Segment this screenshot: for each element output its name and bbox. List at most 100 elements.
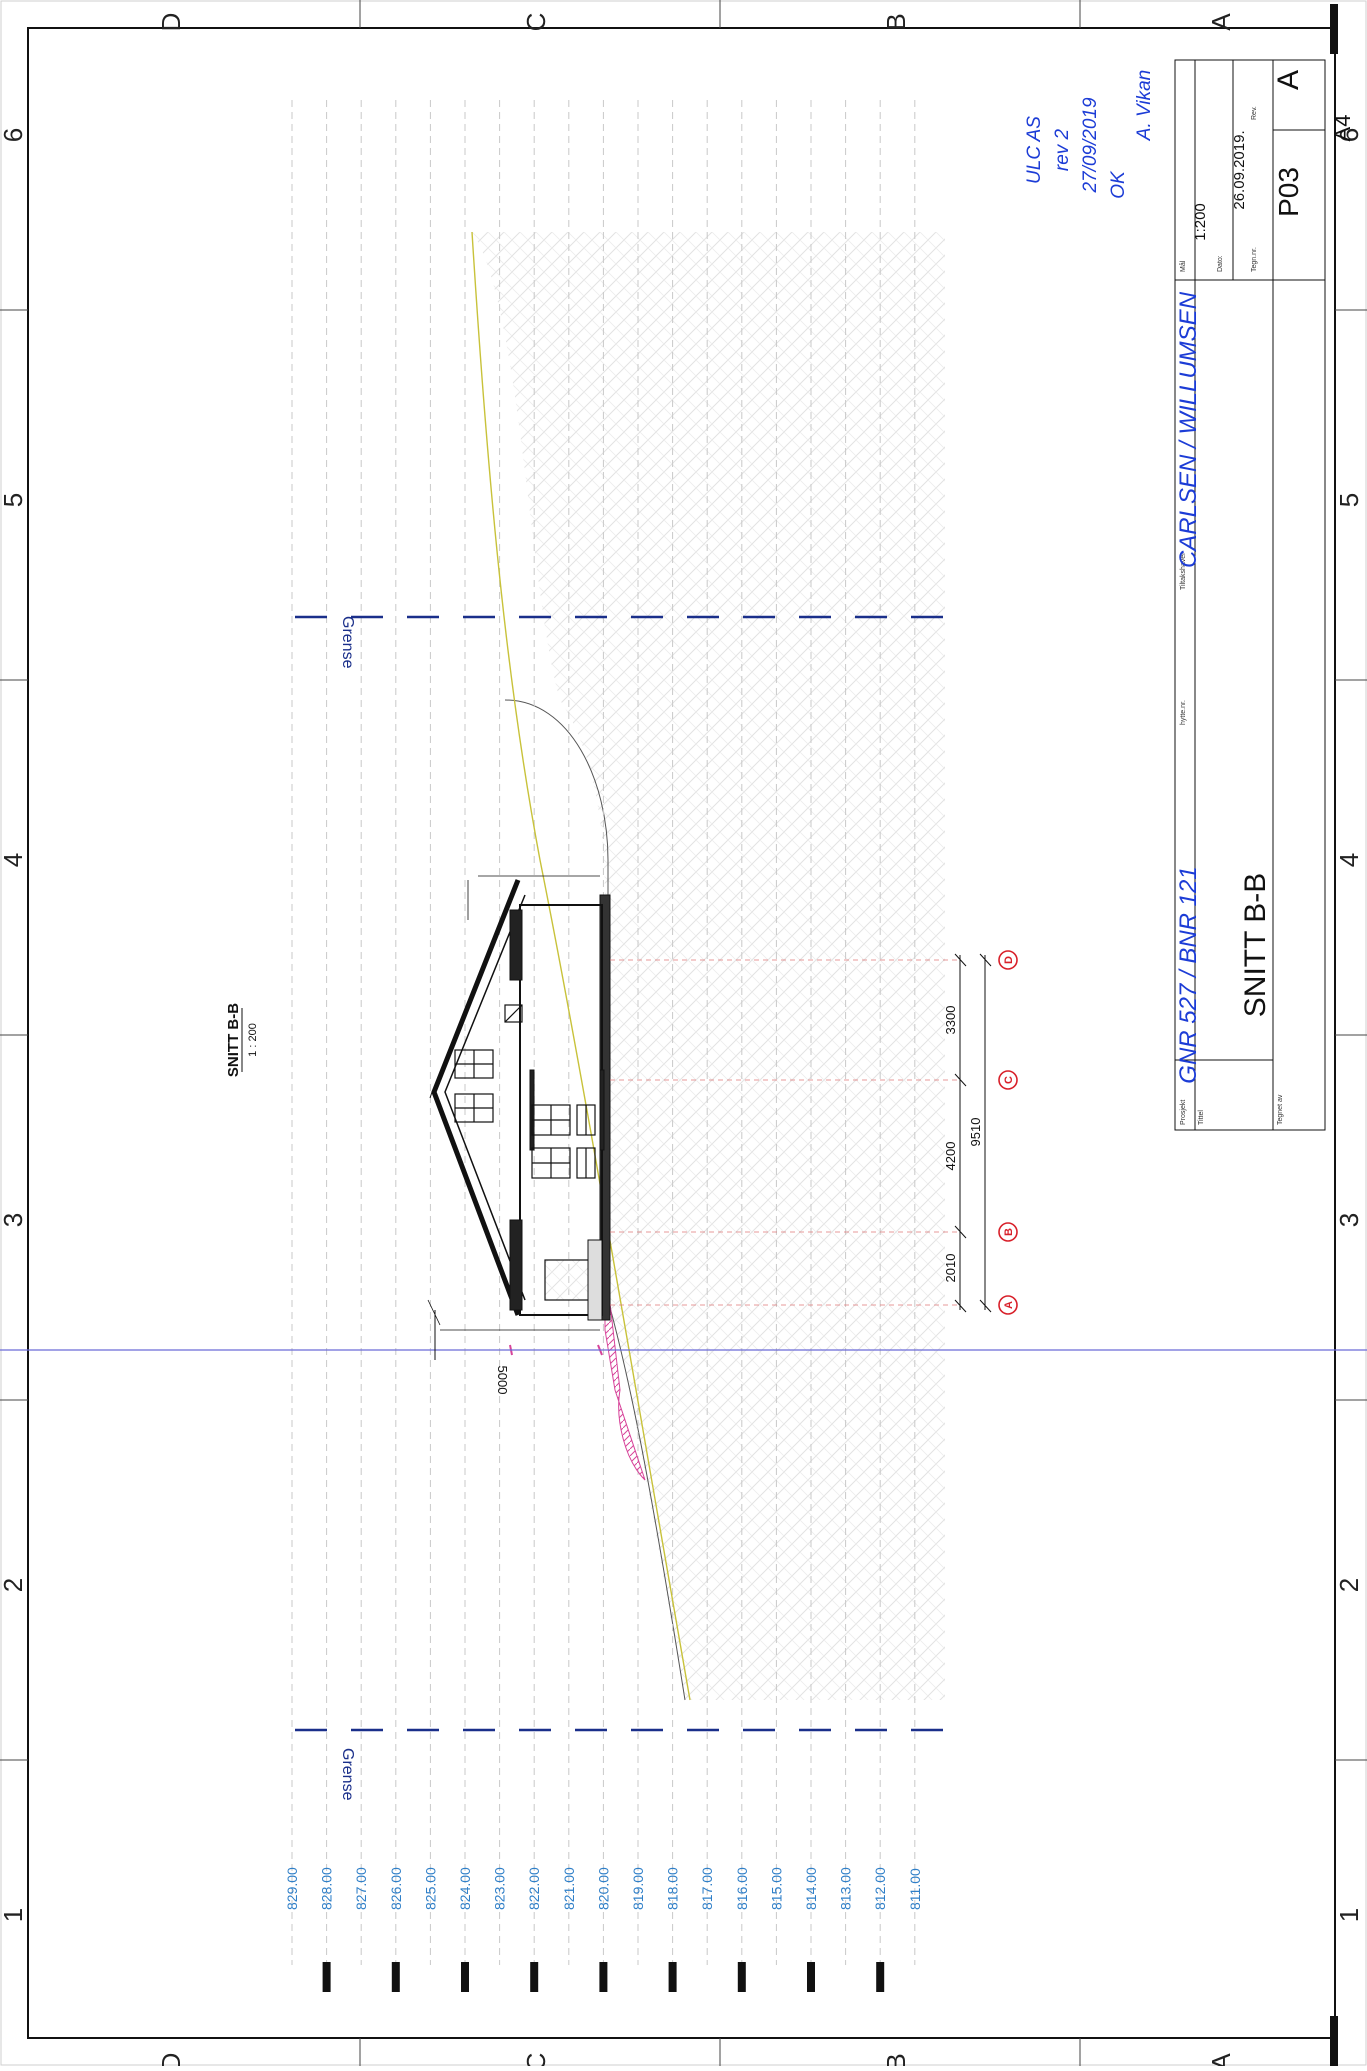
- tb-scale-label: Mål: [1179, 260, 1187, 272]
- tb-cabin-label: hytte.nr.: [1180, 700, 1187, 725]
- border-row-a-bottom: A: [1206, 2053, 1236, 2066]
- elevation-label: 815.00: [768, 1867, 784, 1910]
- elevation-label: 811.00: [907, 1868, 923, 1910]
- border-row-a-top: A: [1206, 13, 1236, 31]
- boundary-label-left: Grense: [339, 1748, 356, 1801]
- border-col-4-right: 4: [1334, 853, 1364, 867]
- height-dimension: 5000: [495, 1366, 510, 1395]
- elevation-label: 817.00: [699, 1867, 715, 1910]
- drawing-title: SNITT B-B: [225, 1003, 242, 1077]
- grid-marker-c-label: C: [1003, 1076, 1015, 1084]
- border-col-3-right: 3: [1334, 1213, 1364, 1227]
- dimension-chain: [954, 953, 992, 1313]
- border-col-4-left: 4: [0, 853, 28, 867]
- original-terrain-line: [471, 231, 691, 1701]
- terrain-fill: [472, 232, 945, 1700]
- house-window: [454, 1004, 596, 1179]
- elevation-label: 821.00: [561, 1867, 577, 1910]
- elevation-scale-mark: [599, 1962, 608, 1992]
- tb-date-value: 26.09.2019.: [1231, 130, 1248, 209]
- backfill-area: [604, 1259, 646, 1481]
- annotation-line-5: A. Vikan: [1134, 70, 1155, 141]
- drawing-scale: 1 : 200: [247, 1023, 259, 1057]
- elevation-label: 827.00: [353, 1867, 369, 1910]
- border-row-c-bottom: C: [521, 2053, 551, 2066]
- tb-rev-label: Rev.: [1251, 106, 1258, 120]
- tb-paper-size: A4: [1330, 115, 1355, 142]
- frame-corner-mark: [1330, 4, 1338, 54]
- elevation-label: 826.00: [388, 1867, 404, 1910]
- elevation-label: 819.00: [630, 1867, 646, 1910]
- tb-title-value: SNITT B-B: [1239, 873, 1272, 1017]
- elevation-label: 822.00: [526, 1867, 542, 1910]
- elevation-label: 825.00: [422, 1867, 438, 1910]
- border-row-d-top: D: [156, 13, 186, 32]
- elevation-label: 823.00: [492, 1867, 508, 1910]
- title-block: [1174, 59, 1326, 1131]
- elevation-scale-mark: [807, 1962, 815, 1992]
- annotation-line-4: OK: [1108, 170, 1129, 199]
- border-col-1-right: 1: [1334, 1908, 1364, 1922]
- tb-date-label: Dato:: [1217, 255, 1224, 272]
- tb-project-label: Prosjekt: [1180, 1100, 1187, 1125]
- house-section: [427, 875, 611, 1360]
- border-row-c-top: C: [521, 13, 551, 32]
- grid-marker-d-label: D: [1003, 956, 1015, 964]
- grid-marker-a: A: [998, 1295, 1018, 1315]
- elevation-label: 812.00: [872, 1867, 888, 1910]
- boundary-label-right: Grense: [339, 616, 356, 669]
- border-col-5-left: 5: [0, 493, 28, 507]
- elevation-label: 820.00: [595, 1867, 611, 1910]
- border-col-3-left: 3: [0, 1213, 28, 1227]
- annotation-line-1: ULC AS: [1024, 116, 1045, 184]
- border-col-2-left: 2: [0, 1578, 28, 1592]
- elevation-scale-mark: [668, 1962, 677, 1992]
- grid-marker-d: D: [998, 950, 1018, 970]
- handwritten-annotation: ULC AS rev 2 27/09/2019 OK A. Vikan: [1024, 70, 1155, 199]
- tb-drawing-no-label: Tegn.nr.: [1251, 247, 1258, 272]
- grid-marker-c: C: [998, 1070, 1018, 1090]
- tb-title-label: Tittel: [1198, 1110, 1205, 1125]
- grid-marker-b: B: [998, 1222, 1018, 1242]
- border-row-b-top: B: [881, 13, 911, 30]
- grid-marker-a-label: A: [1003, 1301, 1015, 1309]
- house-roof: [431, 879, 521, 1316]
- border-col-5-right: 5: [1334, 493, 1364, 507]
- dimension-total: 9510: [968, 1118, 983, 1147]
- inner-frame: [27, 27, 1336, 2039]
- annotation-line-2: rev 2: [1052, 128, 1073, 171]
- grid-marker-b-label: B: [1003, 1228, 1015, 1236]
- drawing-title-group: SNITT B-B 1 : 200: [225, 1003, 259, 1077]
- border-row-b-bottom: B: [881, 2053, 911, 2066]
- elevation-label: 824.00: [457, 1867, 473, 1910]
- elevation-label: 829.00: [284, 1867, 300, 1910]
- elevation-scale-mark: [530, 1962, 539, 1992]
- tb-client-value: CARLSEN / WILLUMSEN: [1175, 291, 1202, 568]
- dimension-segment-3: 3300: [943, 1006, 958, 1035]
- dimension-segment-2: 4200: [943, 1142, 958, 1171]
- border-col-1-left: 1: [0, 1908, 28, 1922]
- tb-rev-value: A: [1272, 70, 1305, 90]
- dimension-segment-1: 2010: [943, 1254, 958, 1283]
- elevation-label: 816.00: [734, 1867, 750, 1910]
- elevation-scale-mark: [737, 1962, 746, 1992]
- frame-corner-mark: [1330, 2016, 1338, 2066]
- tb-scale-value: 1:200: [1192, 203, 1209, 241]
- elevation-label: 818.00: [665, 1867, 681, 1910]
- elevation-scale-mark: [391, 1962, 400, 1992]
- tb-client-label: Tiltakshaver: [1180, 552, 1187, 590]
- border-row-d-bottom: D: [156, 2053, 186, 2066]
- elevation-label: 828.00: [319, 1867, 335, 1910]
- elevation-scale-mark: [322, 1962, 331, 1992]
- tb-drawn-by-label: Tegnet av: [1277, 1094, 1284, 1125]
- elevation-scale-mark: [461, 1962, 469, 1992]
- border-col-6-right: 6: [1334, 128, 1364, 142]
- tb-project-value: GNR 527 / BNR 121: [1175, 866, 1202, 1083]
- tb-drawing-no-value: P03: [1273, 167, 1304, 217]
- elevation-label: 813.00: [838, 1867, 854, 1910]
- elevation-label: 814.00: [803, 1867, 819, 1910]
- border-col-6-left: 6: [0, 128, 28, 142]
